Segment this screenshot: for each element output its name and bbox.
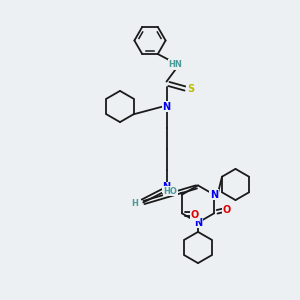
Text: H: H — [132, 200, 139, 208]
Text: HN: HN — [169, 60, 182, 69]
Text: O: O — [223, 205, 231, 215]
Text: N: N — [162, 101, 171, 112]
Text: N: N — [162, 101, 171, 112]
Text: O: O — [190, 210, 199, 220]
Text: HN: HN — [169, 60, 182, 69]
Text: N: N — [194, 218, 202, 228]
Text: N: N — [210, 190, 218, 200]
Text: O: O — [190, 210, 199, 220]
Text: HO: HO — [164, 187, 177, 196]
Text: HO: HO — [164, 187, 177, 196]
Text: N: N — [162, 182, 171, 193]
Text: H: H — [132, 200, 139, 208]
Text: O: O — [223, 205, 231, 215]
Text: N: N — [194, 218, 202, 228]
Text: S: S — [187, 83, 194, 94]
Text: S: S — [187, 83, 194, 94]
Text: N: N — [210, 190, 218, 200]
Text: N: N — [162, 182, 171, 193]
